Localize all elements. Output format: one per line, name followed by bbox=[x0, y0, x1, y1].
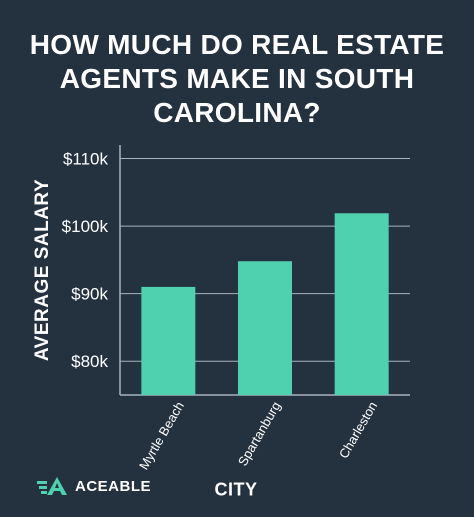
logo-text: ACEABLE bbox=[75, 477, 152, 495]
bar-spartanburg bbox=[238, 261, 292, 395]
aceable-logo: ACEABLE bbox=[37, 476, 151, 496]
y-tick-label: $110k bbox=[63, 150, 109, 169]
aceable-logo-icon bbox=[37, 477, 67, 495]
x-tick-label: Spartanburg bbox=[235, 399, 284, 468]
y-tick-label: $100k bbox=[62, 217, 109, 236]
x-tick-label: Myrtle Beach bbox=[136, 399, 187, 472]
x-tick-label: Charleston bbox=[336, 399, 380, 461]
chart-title: HOW MUCH DO REAL ESTATE AGENTS MAKE IN S… bbox=[0, 28, 474, 130]
y-tick-label: $80k bbox=[71, 352, 108, 371]
y-tick-label: $90k bbox=[71, 285, 108, 304]
bar-myrtle-beach bbox=[141, 286, 196, 395]
x-axis-label: CITY bbox=[214, 479, 258, 500]
bar-charleston bbox=[334, 213, 389, 395]
title-line-3: CAROLINA? bbox=[153, 97, 321, 128]
title-line-2: AGENTS MAKE IN SOUTH bbox=[59, 63, 415, 94]
title-line-1: HOW MUCH DO REAL ESTATE bbox=[29, 29, 445, 60]
